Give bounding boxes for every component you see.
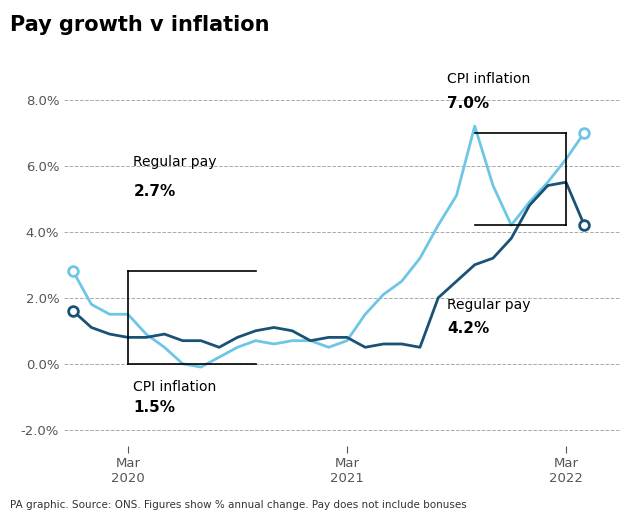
Text: 4.2%: 4.2%	[447, 321, 490, 336]
Text: 1.5%: 1.5%	[133, 400, 175, 415]
Text: 2.7%: 2.7%	[133, 184, 175, 199]
Text: PA graphic. Source: ONS. Figures show % annual change. Pay does not include bonu: PA graphic. Source: ONS. Figures show % …	[10, 501, 467, 510]
Text: Pay growth v inflation: Pay growth v inflation	[10, 15, 269, 35]
Text: Regular pay: Regular pay	[133, 155, 217, 169]
Text: 7.0%: 7.0%	[447, 96, 490, 111]
Text: Regular pay: Regular pay	[447, 298, 531, 312]
Text: CPI inflation: CPI inflation	[133, 380, 216, 394]
Text: CPI inflation: CPI inflation	[447, 72, 531, 86]
